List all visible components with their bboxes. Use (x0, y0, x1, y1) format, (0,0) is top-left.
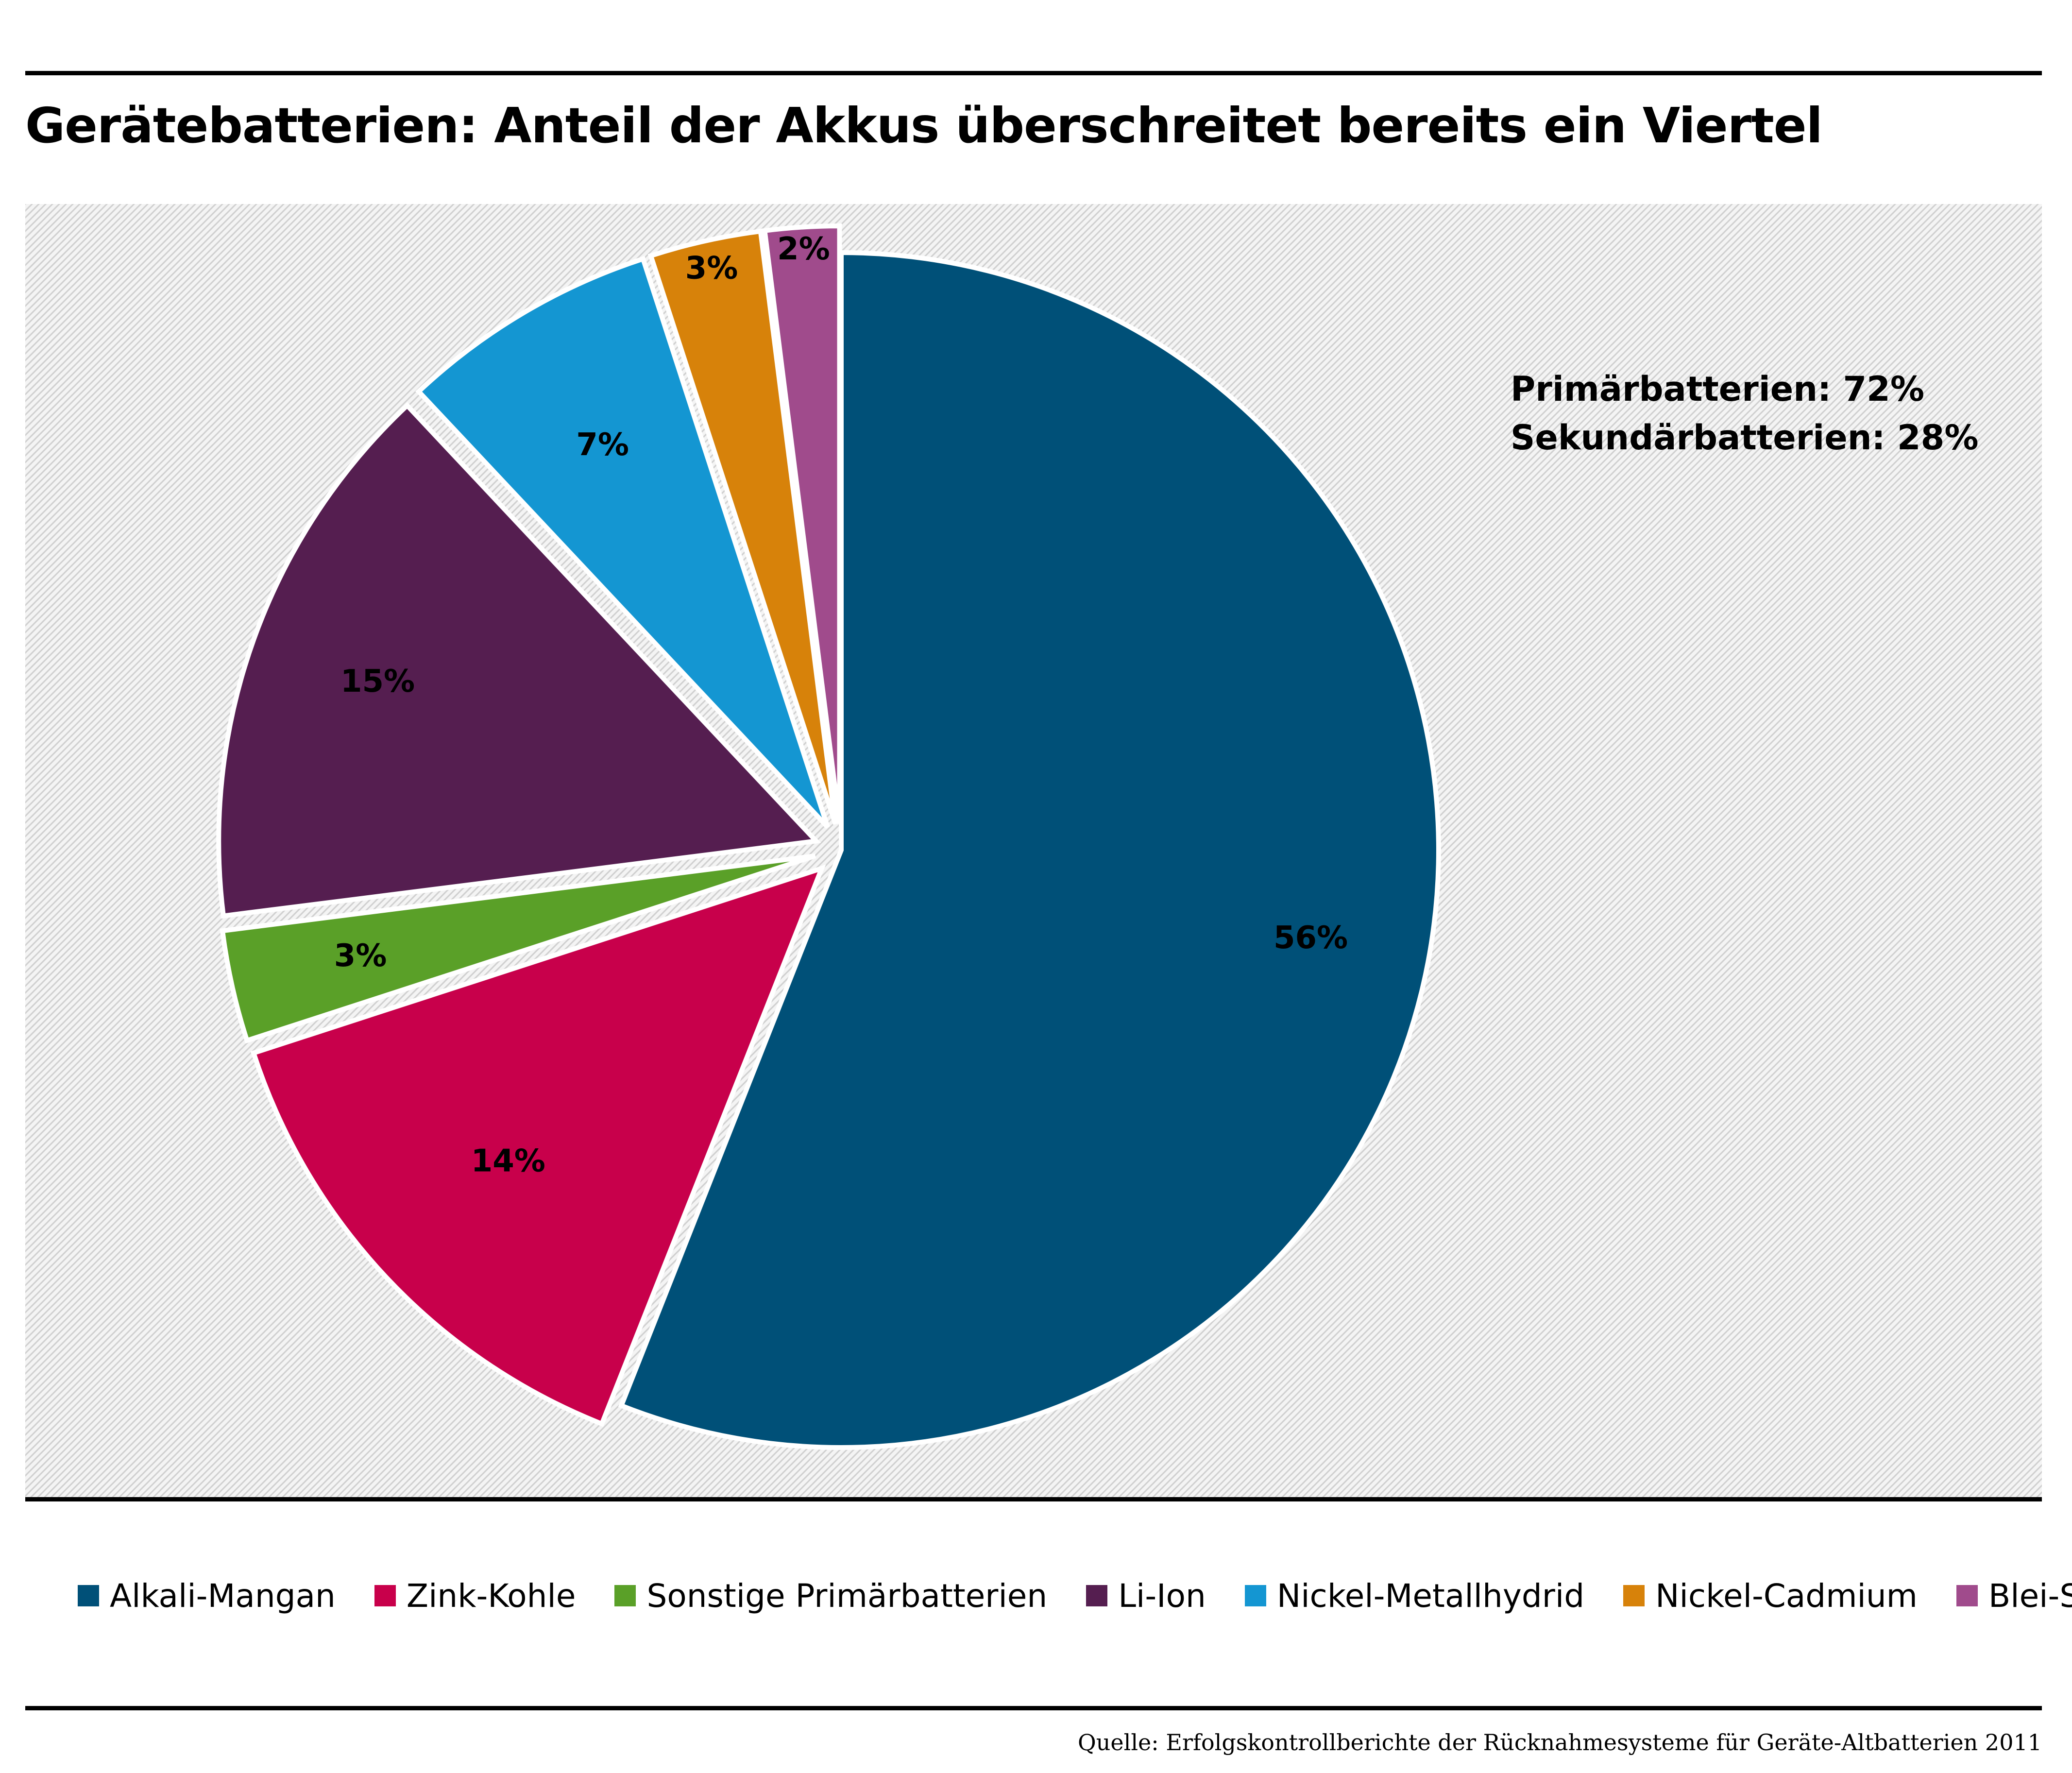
pie-slice-alkali-mangan (618, 250, 1441, 1450)
slice-label: 3% (685, 251, 738, 287)
legend-item: Alkali-Mangan (78, 1577, 336, 1615)
legend-label: Blei-Säure (1988, 1577, 2072, 1615)
pie-slice-labels: 56% 14% 3% 15% 7% 3% 2% (334, 231, 1348, 1179)
legend-label: Nickel-Cadmium (1655, 1577, 1918, 1615)
legend-item: Zink-Kohle (374, 1577, 576, 1615)
bottom-rule (25, 1706, 2042, 1710)
legend-label: Zink-Kohle (406, 1577, 576, 1615)
slice-label: 56% (1274, 920, 1348, 956)
slice-label: 2% (777, 231, 830, 267)
middle-rule (25, 1497, 2042, 1501)
slice-label: 15% (340, 664, 415, 699)
pie-chart: 56% 14% 3% 15% 7% 3% 2% (25, 204, 2042, 1497)
chart-title: Gerätebatterien: Anteil der Akkus übersc… (25, 97, 1823, 154)
legend-item: Nickel-Metallhydrid (1244, 1577, 1585, 1615)
slice-label: 14% (471, 1143, 545, 1179)
primary-batteries-summary: Primärbatterien: 72% (1511, 369, 1924, 409)
slice-label: 3% (334, 938, 387, 974)
legend-swatch (1244, 1585, 1266, 1606)
legend-item: Sonstige Primärbatterien (614, 1577, 1047, 1615)
legend-swatch (1623, 1585, 1645, 1606)
legend-item: Li-Ion (1086, 1577, 1206, 1615)
legend-label: Alkali-Mangan (110, 1577, 336, 1615)
pie-slice-zink-kohle (250, 864, 826, 1427)
pie-slice-sonstige-prim-rbatterien (220, 853, 816, 1044)
slice-label: 7% (576, 427, 629, 463)
legend-swatch (374, 1585, 396, 1606)
legend-item: Nickel-Cadmium (1623, 1577, 1918, 1615)
secondary-batteries-summary: Sekundärbatterien: 28% (1511, 418, 1979, 458)
pie-slice-blei-s-ure (762, 223, 842, 824)
legend-label: Nickel-Metallhydrid (1276, 1577, 1585, 1615)
pie-slice-nickel-cadmium (647, 228, 838, 825)
legend-swatch (1956, 1585, 1978, 1606)
legend: Alkali-Mangan Zink-Kohle Sonstige Primärba… (78, 1574, 2072, 1618)
legend-label: Li-Ion (1118, 1577, 1206, 1615)
source-note: Quelle: Erfolgskontrollberichte der Rück… (1078, 1729, 2042, 1756)
legend-item: Blei-Säure (1956, 1577, 2072, 1615)
pie-slices (216, 223, 1441, 1450)
top-rule (25, 71, 2042, 75)
pie-slice-nickel-metallhydrid (415, 256, 830, 829)
legend-swatch (78, 1585, 99, 1606)
legend-label: Sonstige Primärbatterien (646, 1577, 1048, 1615)
legend-swatch (1086, 1585, 1108, 1606)
legend-swatch (614, 1585, 636, 1606)
pie-slice-li-ion (216, 402, 821, 919)
plot-area: 56% 14% 3% 15% 7% 3% 2% (25, 204, 2042, 1497)
